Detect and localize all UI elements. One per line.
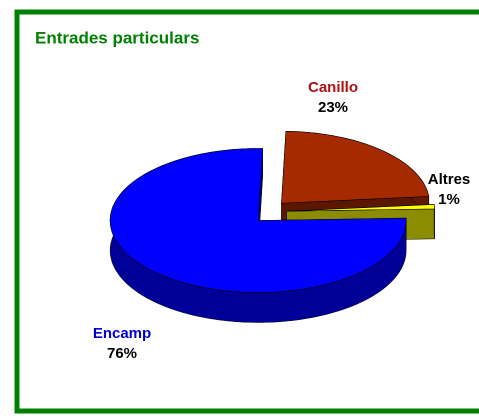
slice-label: Altres xyxy=(428,171,471,188)
slice-value-label: 23% xyxy=(318,99,348,116)
slice-side xyxy=(433,204,435,239)
slice-value-label: 76% xyxy=(107,345,137,362)
slice xyxy=(281,130,430,204)
slice-value-label: 1% xyxy=(438,191,460,208)
slice xyxy=(109,148,407,293)
slice-label: Canillo xyxy=(308,79,358,96)
slice-label: Encamp xyxy=(93,325,151,342)
chart-title: Entrades particulars xyxy=(35,28,199,47)
slice xyxy=(286,204,436,212)
